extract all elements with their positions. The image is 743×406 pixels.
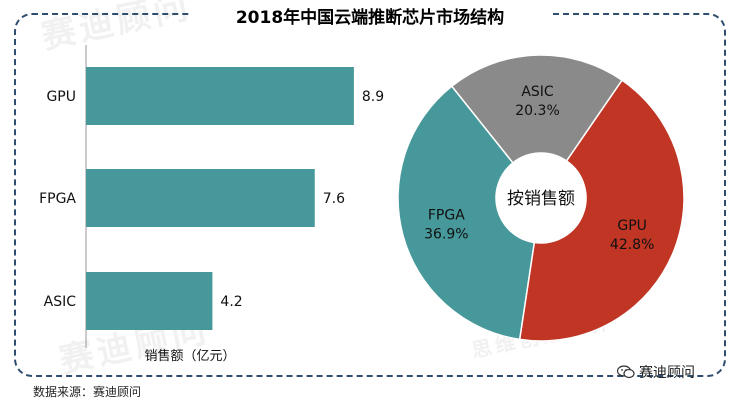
bar-category-label: ASIC bbox=[44, 294, 77, 310]
bar-chart: GPU 8.9 FPGA 7.6 ASIC 4.2 销售额（亿元） bbox=[39, 45, 384, 364]
bar-value-label: 4.2 bbox=[220, 294, 242, 310]
bar-fpga bbox=[86, 169, 315, 227]
wechat-icon bbox=[617, 365, 635, 379]
brand-badge: 赛迪顾问 bbox=[617, 362, 695, 382]
donut-slice-value: 20.3% bbox=[515, 103, 559, 119]
bar-category-label: GPU bbox=[46, 89, 76, 105]
donut-slice-fpga bbox=[397, 85, 536, 341]
donut-slice-label: GPU bbox=[617, 218, 647, 234]
donut-center-label: 按销售额 bbox=[507, 189, 575, 209]
chart-title: 2018年中国云端推断芯片市场结构 bbox=[190, 6, 550, 30]
donut-slice-value: 36.9% bbox=[424, 226, 468, 242]
donut-slice-value: 42.8% bbox=[610, 237, 654, 253]
bar-value-label: 7.6 bbox=[323, 191, 345, 207]
bar-asic bbox=[86, 272, 213, 330]
bar-gpu bbox=[86, 67, 354, 125]
donut-chart: GPU 42.8% FPGA 36.9% ASIC 20.3% 按销售额 bbox=[397, 54, 685, 342]
source-note: 数据来源：赛迪顾问 bbox=[33, 385, 142, 399]
donut-slice-asic bbox=[450, 54, 624, 164]
bar-category-label: FPGA bbox=[39, 191, 76, 207]
bar-axis-title: 销售额（亿元） bbox=[144, 348, 235, 364]
donut-slice-label: ASIC bbox=[521, 84, 554, 100]
bar-value-label: 8.9 bbox=[362, 89, 384, 105]
donut-slice-label: FPGA bbox=[428, 207, 465, 223]
donut-slice-gpu bbox=[518, 79, 685, 342]
brand-name: 赛迪顾问 bbox=[639, 365, 695, 381]
